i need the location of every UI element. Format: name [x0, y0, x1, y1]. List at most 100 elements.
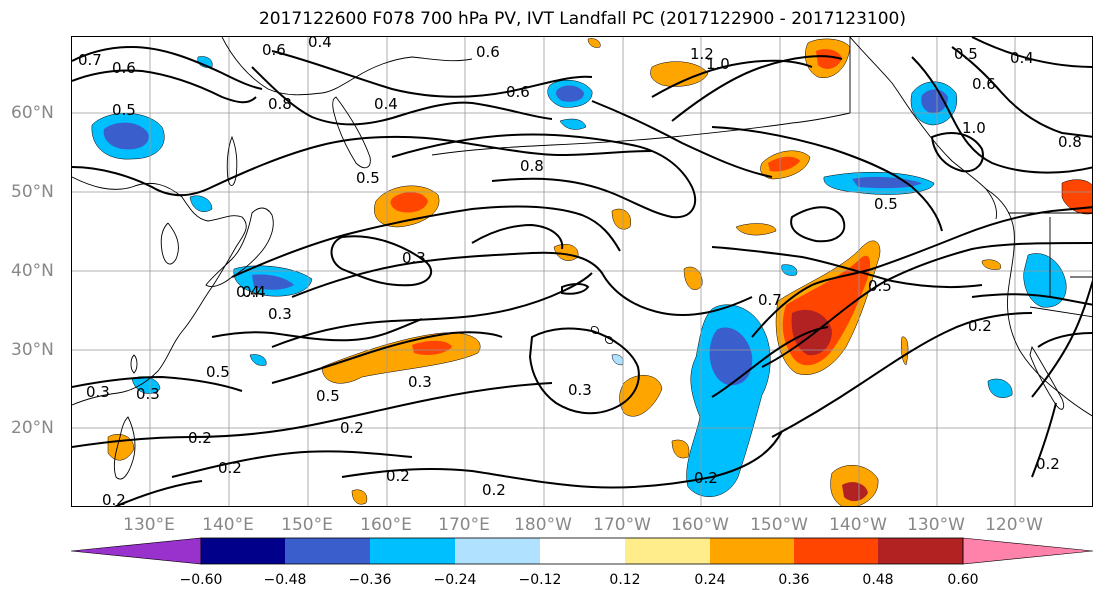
- coastline-sakhalin: [226, 135, 238, 186]
- colorbar-swatch: [710, 538, 794, 564]
- shade-region: [816, 49, 842, 69]
- colorbar-tick-label: −0.36: [348, 572, 392, 588]
- colorbar-tick-label: 0.36: [778, 572, 810, 588]
- negative-anomaly-shading: [91, 56, 1067, 497]
- shade-region: [611, 354, 624, 366]
- contour-label: 0.2: [188, 429, 212, 447]
- contour-label: 0.2: [968, 317, 992, 335]
- colorbar-tick-label: 0.48: [862, 572, 894, 588]
- colorbar-extend-max: [962, 537, 1094, 565]
- contour-line: [330, 235, 433, 287]
- colorbar-tick-label: −0.12: [518, 572, 562, 588]
- contour-line: [761, 242, 1092, 368]
- shade-region: [842, 482, 868, 502]
- shade-region: [189, 195, 213, 212]
- colorbar-swatch: [794, 538, 878, 564]
- contour-label: 1.2: [690, 45, 714, 63]
- shade-region: [351, 489, 368, 505]
- shade-region: [900, 336, 909, 366]
- lon-label: 130°W: [907, 515, 965, 535]
- contour-label: 1.0: [706, 55, 730, 73]
- contour-line: [971, 293, 1092, 306]
- lat-label: 30°N: [11, 340, 54, 360]
- contour-label: 0.7: [78, 51, 102, 69]
- coastlines: [72, 37, 1092, 480]
- colorbar-tick-label: −0.48: [263, 572, 307, 588]
- lon-label: 170°W: [593, 515, 651, 535]
- contour-line: [930, 132, 984, 173]
- lat-label: 40°N: [11, 261, 54, 281]
- shade-region: [252, 274, 294, 290]
- contour-label: 0.2: [386, 467, 410, 485]
- coastline-korea: [160, 222, 179, 265]
- contour-label: 0.2: [102, 491, 126, 507]
- lat-label: 60°N: [11, 103, 54, 123]
- contour-line: [114, 480, 203, 506]
- contour-label: 0.3: [86, 383, 110, 401]
- contour-label: 0.8: [520, 157, 544, 175]
- contour-line: [231, 205, 621, 278]
- shade-region: [791, 309, 832, 356]
- lon-label: 170°E: [438, 515, 490, 535]
- coastline-russia-north: [221, 37, 473, 96]
- colorbar-tick-label: 0.24: [694, 572, 726, 588]
- colorbar-swatch: [201, 538, 285, 564]
- colorbar-swatch: [625, 538, 710, 564]
- contour-line: [1031, 280, 1092, 398]
- shade-region: [1061, 179, 1092, 215]
- shade-region: [587, 38, 601, 48]
- contour-line: [211, 318, 423, 342]
- shade-region: [650, 61, 709, 87]
- contour-label: 0.3: [402, 249, 426, 267]
- contour-line: [651, 59, 813, 98]
- shade-region: [987, 378, 1013, 398]
- contour-label: 0.3: [568, 381, 592, 399]
- contour-label: 0.5: [112, 101, 136, 119]
- shade-region: [619, 375, 663, 417]
- contour-line: [341, 430, 783, 489]
- lon-label: 140°W: [829, 515, 887, 535]
- contour-line: [528, 327, 640, 415]
- shade-region: [107, 434, 135, 461]
- contour-line: [271, 50, 593, 98]
- shade-region: [555, 85, 584, 102]
- contour-label: 0.4: [374, 95, 398, 113]
- shade-region: [852, 176, 922, 189]
- lon-label: 120°W: [985, 515, 1043, 535]
- lon-label: 150°W: [750, 515, 808, 535]
- contour-label: 0.2: [482, 481, 506, 499]
- contour-label: 0.6: [506, 83, 530, 101]
- shade-region: [768, 156, 800, 172]
- coastline-baja: [1029, 345, 1065, 410]
- coastline-asia: [72, 176, 247, 406]
- contour-line: [171, 450, 413, 478]
- lat-label: 20°N: [11, 418, 54, 438]
- contour-line: [72, 375, 243, 392]
- contour-label: 0.5: [954, 45, 978, 63]
- coastline-philippines: [113, 416, 136, 480]
- contour-line: [471, 223, 564, 250]
- lon-label: 180°W: [514, 515, 572, 535]
- shade-region: [735, 223, 777, 236]
- contour-line: [291, 251, 753, 316]
- contour-label: 0.2: [218, 459, 242, 477]
- contour-line: [72, 45, 263, 90]
- contour-label: 0.5: [316, 387, 340, 405]
- lon-label: 160°E: [360, 515, 412, 535]
- colorbar-swatch: [878, 538, 963, 564]
- contour-label: 0.4: [242, 283, 266, 301]
- contour-line: [591, 100, 773, 178]
- contour-label: 0.2: [694, 469, 718, 487]
- colorbar-swatch: [540, 538, 625, 564]
- contour-line: [711, 126, 943, 232]
- contour-label: 0.3: [408, 373, 432, 391]
- lon-label: 150°E: [281, 515, 333, 535]
- contour-line: [751, 206, 1092, 338]
- lon-label: 160°W: [671, 515, 729, 535]
- contour-line: [951, 46, 1092, 138]
- coastline-alaska: [849, 37, 997, 220]
- contour-line: [1037, 332, 1092, 348]
- contour-line: [72, 69, 257, 104]
- contour-label: 0.5: [874, 195, 898, 213]
- shade-region: [709, 327, 753, 386]
